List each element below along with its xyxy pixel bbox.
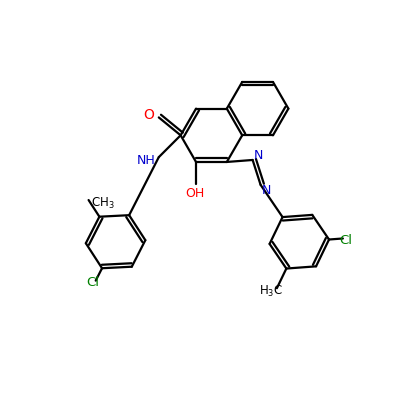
Text: N: N xyxy=(254,148,263,162)
Text: OH: OH xyxy=(186,187,205,200)
Text: CH$_3$: CH$_3$ xyxy=(90,196,114,210)
Text: Cl: Cl xyxy=(339,234,352,247)
Text: O: O xyxy=(144,108,154,122)
Text: N: N xyxy=(262,184,271,197)
Text: NH: NH xyxy=(136,154,155,167)
Text: Cl: Cl xyxy=(86,276,99,289)
Text: H$_3$C: H$_3$C xyxy=(259,284,283,299)
